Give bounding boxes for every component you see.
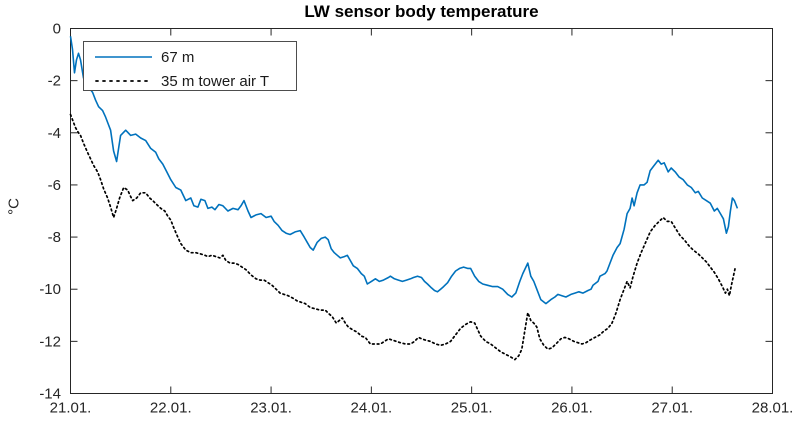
x-tick-label: 23.01. [250,400,292,417]
x-tick-label: 26.01. [551,400,593,417]
x-tick-label: 25.01. [451,400,493,417]
series-line-67-m [69,36,739,305]
y-tick-label: -14 [39,386,61,403]
x-tick-label: 21.01. [50,400,92,417]
legend-line-solid-icon [95,56,152,58]
y-tick-label: -12 [39,333,61,350]
x-tick-label: 24.01. [350,400,392,417]
y-tick-label: -6 [48,177,61,194]
x-tick-label: 28.01. [752,400,794,417]
x-tick-label: 22.01. [150,400,192,417]
legend[interactable]: 67 m 35 m tower air T [83,41,297,91]
y-tick-label: -4 [48,125,61,142]
legend-item-67m: 67 m [84,45,296,69]
legend-label-67m: 67 m [161,48,195,66]
y-tick-label: -10 [39,281,61,298]
legend-line-dotted-icon [95,80,152,82]
y-tick-label: -8 [48,229,61,246]
axes-box [70,28,773,394]
y-tick-label: 0 [53,21,61,38]
legend-label-tower-air: 35 m tower air T [161,72,270,90]
series-line-35-m-tower-air-t [69,113,737,361]
chart-title: LW sensor body temperature [304,2,539,21]
legend-item-tower-air: 35 m tower air T [84,69,296,93]
x-tick-label: 27.01. [651,400,693,417]
y-tick-label: -2 [48,73,61,90]
